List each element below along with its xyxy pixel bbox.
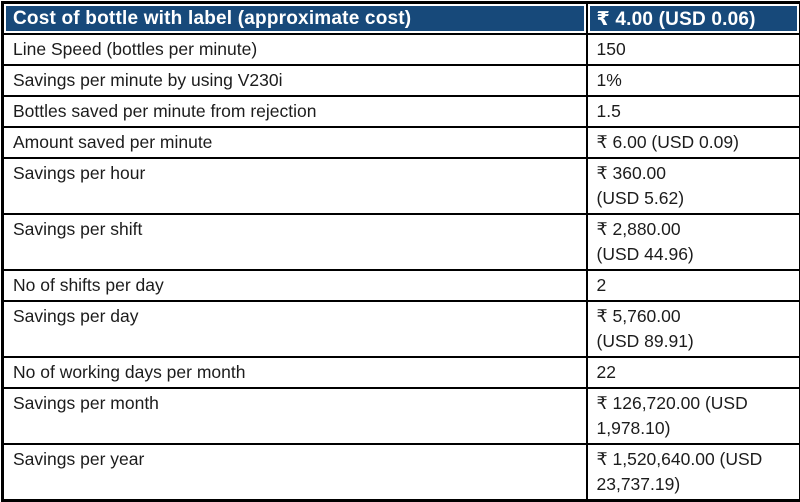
row-value: ₹ 1,520,640.00 (USD 23,737.19): [587, 444, 800, 501]
row-label: Line Speed (bottles per minute): [3, 34, 587, 65]
row-value: ₹ 126,720.00 (USD 1,978.10): [587, 388, 800, 444]
table-row: Savings per day ₹ 5,760.00 (USD 89.91): [3, 301, 800, 357]
row-label: Amount saved per minute: [3, 127, 587, 158]
row-value: 1%: [587, 65, 800, 96]
table-row: Bottles saved per minute from rejection …: [3, 96, 800, 127]
row-label: Savings per day: [3, 301, 587, 357]
row-label: Savings per month: [3, 388, 587, 444]
row-label: No of shifts per day: [3, 270, 587, 301]
table-row: Savings per month ₹ 126,720.00 (USD 1,97…: [3, 388, 800, 444]
table-header-row: Cost of bottle with label (approximate c…: [3, 3, 800, 35]
row-value: ₹ 6.00 (USD 0.09): [587, 127, 800, 158]
row-label: Savings per minute by using V230i: [3, 65, 587, 96]
table-row: No of working days per month 22: [3, 357, 800, 388]
table-row: Savings per shift ₹ 2,880.00 (USD 44.96): [3, 214, 800, 270]
row-value: ₹ 360.00 (USD 5.62): [587, 158, 800, 214]
row-label: Savings per hour: [3, 158, 587, 214]
row-value: 22: [587, 357, 800, 388]
row-value: 150: [587, 34, 800, 65]
savings-table-container: Cost of bottle with label (approximate c…: [0, 0, 800, 470]
table-row: Savings per minute by using V230i 1%: [3, 65, 800, 96]
row-label: Savings per year: [3, 444, 587, 501]
row-label: No of working days per month: [3, 357, 587, 388]
row-label: Bottles saved per minute from rejection: [3, 96, 587, 127]
row-value: ₹ 2,880.00 (USD 44.96): [587, 214, 800, 270]
table-row: No of shifts per day 2: [3, 270, 800, 301]
header-label-cell: Cost of bottle with label (approximate c…: [3, 3, 587, 35]
table-row: Savings per year ₹ 1,520,640.00 (USD 23,…: [3, 444, 800, 501]
table-row: Amount saved per minute ₹ 6.00 (USD 0.09…: [3, 127, 800, 158]
row-label: Savings per shift: [3, 214, 587, 270]
row-value: 1.5: [587, 96, 800, 127]
header-value-cell: ₹ 4.00 (USD 0.06): [587, 3, 800, 35]
table-row: Savings per hour ₹ 360.00 (USD 5.62): [3, 158, 800, 214]
row-value: ₹ 5,760.00 (USD 89.91): [587, 301, 800, 357]
table-row: Line Speed (bottles per minute) 150: [3, 34, 800, 65]
table-body: Line Speed (bottles per minute) 150 Savi…: [3, 34, 800, 501]
row-value: 2: [587, 270, 800, 301]
